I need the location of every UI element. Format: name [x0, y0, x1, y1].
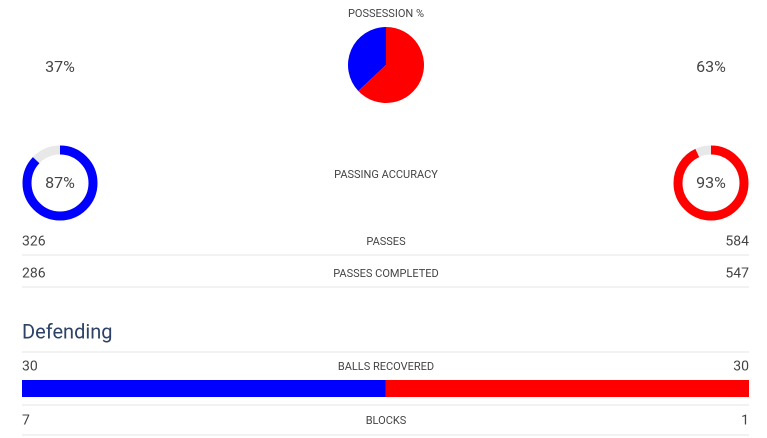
- pie-slice: [358, 27, 425, 104]
- stat-label: BLOCKS: [366, 414, 407, 427]
- away-value: 30: [733, 359, 749, 375]
- donut-arc: [673, 145, 749, 221]
- away-value: 584: [725, 234, 749, 250]
- away-value: 547: [725, 266, 749, 282]
- home-possession: 37%: [45, 57, 75, 76]
- home-value: 286: [22, 266, 46, 282]
- stat-label: PASSES COMPLETED: [333, 267, 439, 280]
- stat-label: PASSES: [366, 235, 406, 248]
- passing-accuracy-title: PASSING ACCURACY: [334, 168, 438, 181]
- away-value: 1: [741, 413, 749, 429]
- away-accuracy: 93%: [696, 173, 726, 192]
- section-heading: Defending: [22, 319, 113, 343]
- pie-slice: [348, 27, 386, 92]
- home-value: 7: [22, 413, 30, 429]
- bar: [385, 380, 749, 397]
- away-possession: 63%: [696, 57, 726, 76]
- possession-title: POSSESSION %: [348, 7, 424, 20]
- stat-label: BALLS RECOVERED: [338, 360, 434, 373]
- home-accuracy: 87%: [45, 173, 75, 192]
- bar: [22, 380, 386, 397]
- home-value: 326: [22, 234, 46, 250]
- donut-arc: [22, 145, 98, 221]
- home-value: 30: [22, 359, 38, 375]
